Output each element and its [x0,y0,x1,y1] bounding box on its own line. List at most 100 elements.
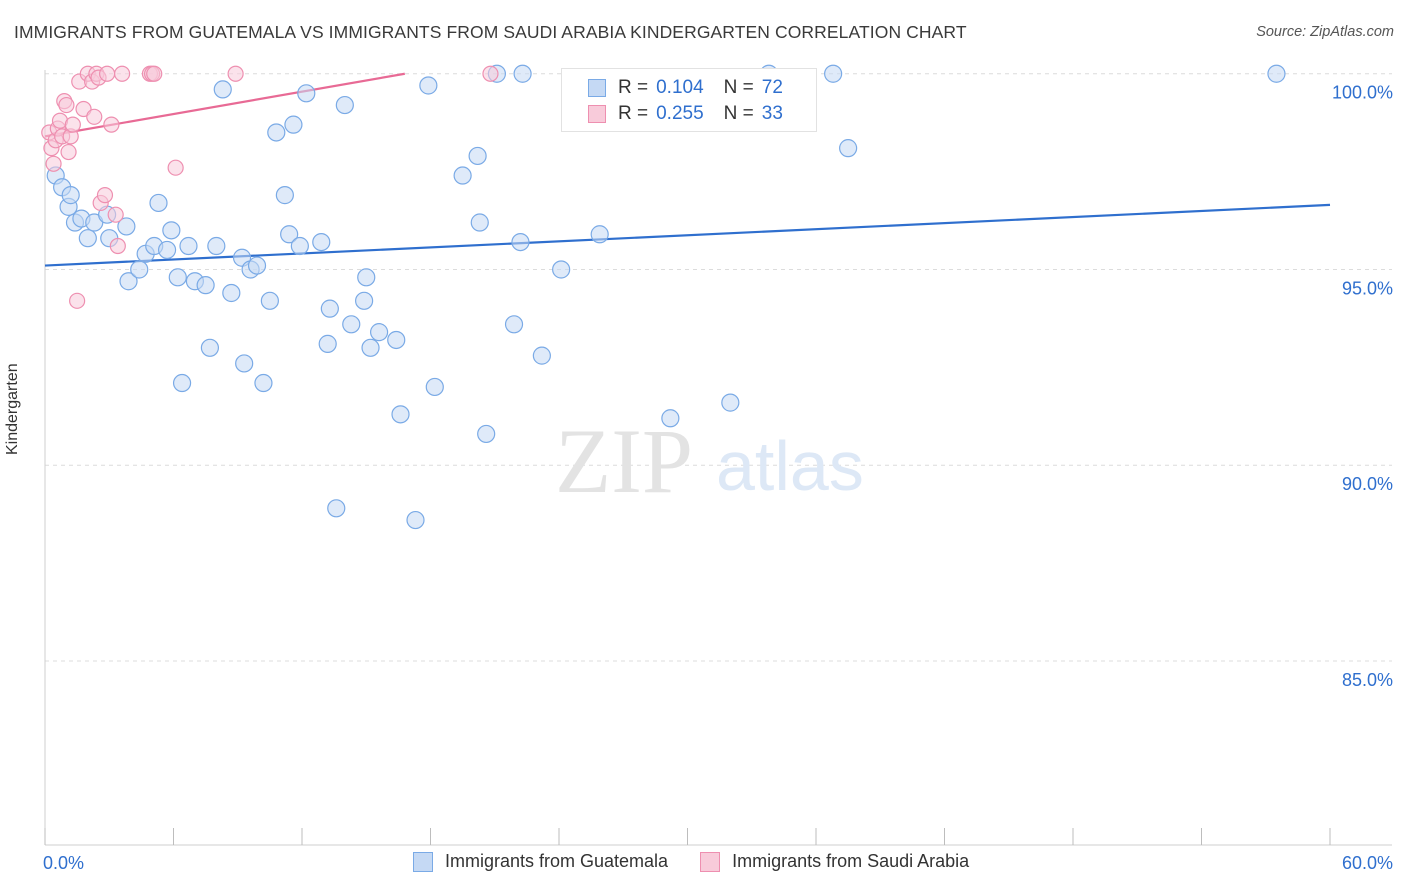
series-legend: Immigrants from Guatemala Immigrants fro… [413,851,1001,872]
point-guatemala [504,315,524,334]
point-guatemala [149,193,168,213]
point-saudi-arabia [167,159,184,176]
grid-lines [45,73,1392,662]
point-guatemala [1267,64,1286,83]
watermark-atlas: atlas [716,427,864,505]
r-label: R = [618,103,649,124]
point-guatemala [254,373,273,393]
point-guatemala [661,409,680,428]
point-guatemala [213,80,232,99]
point-guatemala [117,217,136,236]
r-label: R = [618,77,649,98]
swatch-guatemala [588,79,606,97]
y-axis-label: Kindergarten [4,363,21,455]
legend-item-saudi-arabia[interactable]: Immigrants from Saudi Arabia [700,851,969,872]
point-guatemala [119,272,138,291]
y-tick-label: 100.0% [1332,83,1393,103]
point-guatemala [357,268,376,287]
point-saudi-arabia [96,187,114,204]
point-guatemala [280,225,299,244]
r-value-guatemala: 0.104 [656,77,704,98]
point-saudi-arabia [103,116,120,133]
point-guatemala [297,84,316,103]
point-guatemala [513,64,532,83]
y-tick-label: 90.0% [1342,474,1393,494]
point-guatemala [168,268,187,287]
point-guatemala [327,499,346,518]
legend-item-guatemala[interactable]: Immigrants from Guatemala [413,851,668,872]
x-tick-label: 0.0% [43,853,84,873]
trend-line-guatemala [44,203,1331,267]
axes [44,70,1392,846]
point-guatemala [318,334,337,353]
point-saudi-arabia [482,65,499,82]
point-saudi-arabia [69,292,86,309]
tick-labels: 85.0% 90.0% 95.0% 100.0% 0.0% 60.0% [43,83,1393,873]
n-value-saudi-arabia: 33 [761,103,783,124]
point-guatemala [839,139,858,158]
point-guatemala [425,377,444,397]
legend-label-guatemala: Immigrants from Guatemala [445,851,669,871]
point-saudi-arabia [45,155,62,172]
swatch-saudi-arabia [588,105,606,123]
point-guatemala [172,373,192,393]
point-guatemala [824,64,843,83]
point-guatemala [78,229,97,248]
x-tick-label: 60.0% [1342,853,1393,873]
stats-legend: R = 0.104 N = 72 R = 0.255 N = 33 [561,68,817,132]
point-guatemala [590,225,609,244]
n-value-guatemala: 72 [761,77,783,98]
point-saudi-arabia [58,96,75,114]
point-guatemala [235,354,254,373]
point-guatemala [207,236,226,256]
point-guatemala [275,186,294,205]
point-saudi-arabia [60,143,77,161]
point-guatemala [391,405,410,424]
point-guatemala [312,232,331,252]
source-credit: Source: ZipAtlas.com [1256,24,1394,40]
point-guatemala [290,236,309,256]
point-guatemala [61,186,80,205]
point-guatemala [157,240,177,260]
point-guatemala [179,236,198,256]
y-tick-label: 85.0% [1342,670,1393,690]
point-guatemala [470,213,489,232]
point-saudi-arabia [227,65,244,82]
point-saudi-arabia [109,237,126,255]
stats-row-guatemala: R = 0.104 N = 72 [588,76,783,100]
point-guatemala [196,276,215,295]
point-guatemala [477,424,496,444]
point-guatemala [453,166,472,185]
point-guatemala [361,338,380,357]
point-guatemala [200,338,220,357]
point-saudi-arabia [113,65,131,82]
point-guatemala [532,346,551,365]
point-saudi-arabia [64,116,81,133]
point-saudi-arabia [146,65,163,82]
stats-row-saudi-arabia: R = 0.255 N = 33 [588,102,783,126]
point-saudi-arabia [107,206,124,223]
point-guatemala [342,315,361,334]
data-points [41,64,1286,530]
chart-title: IMMIGRANTS FROM GUATEMALA VS IMMIGRANTS … [14,22,967,42]
point-guatemala [406,510,425,530]
point-saudi-arabia [86,108,103,125]
n-label: N = [723,77,754,98]
point-guatemala [130,260,149,279]
point-guatemala [721,393,740,412]
watermark: ZIP atlas [555,410,864,512]
point-guatemala [320,299,339,318]
point-guatemala [511,232,530,252]
point-guatemala [370,323,389,342]
point-guatemala [355,291,374,310]
point-guatemala [247,256,267,275]
point-guatemala [335,95,354,115]
r-value-saudi-arabia: 0.255 [656,103,704,124]
point-guatemala [552,260,571,279]
legend-swatch-guatemala [413,851,433,872]
legend-label-saudi-arabia: Immigrants from Saudi Arabia [732,851,970,871]
y-tick-label: 95.0% [1342,278,1393,298]
point-guatemala [222,283,241,303]
legend-swatch-saudi-arabia [700,851,721,872]
